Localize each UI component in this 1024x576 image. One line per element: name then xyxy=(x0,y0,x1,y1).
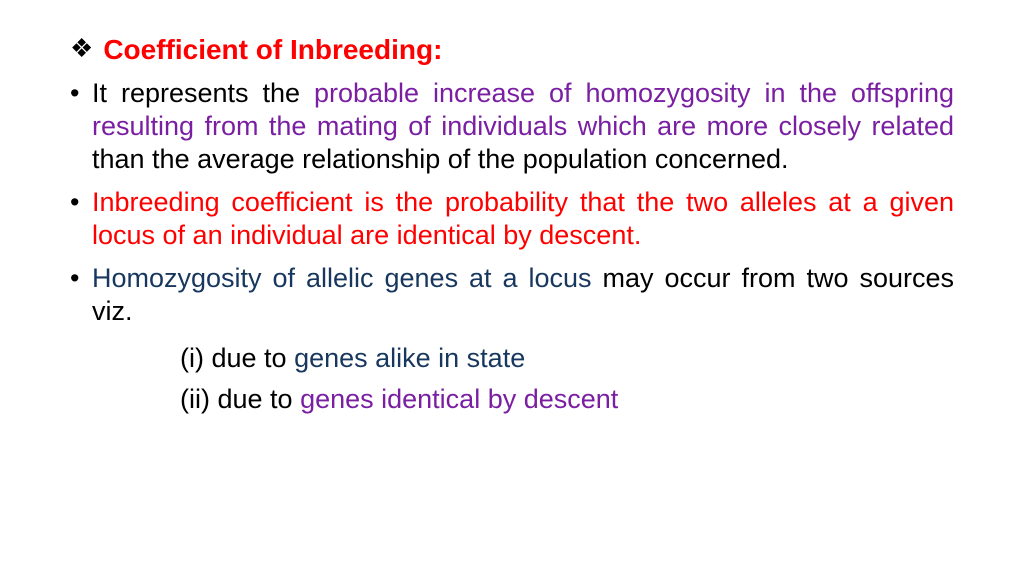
bullet-body: Inbreeding coefficient is the probabilit… xyxy=(92,186,954,252)
text-span: (ii) due to xyxy=(180,384,300,414)
sub-row: (ii) due to genes identical by descent xyxy=(180,379,954,421)
bullet-dot-icon: • xyxy=(70,186,84,219)
bullet-body: Homozygosity of allelic genes at a locus… xyxy=(92,262,954,328)
bullet-row: •It represents the probable increase of … xyxy=(70,77,954,176)
bullet-dot-icon: • xyxy=(70,262,84,295)
text-span: than the average relationship of the pop… xyxy=(92,144,789,174)
subitems-container: (i) due to genes alike in state(ii) due … xyxy=(70,338,954,422)
bullet-dot-icon: • xyxy=(70,77,84,110)
bullets-container: •It represents the probable increase of … xyxy=(70,77,954,328)
text-span: It represents the xyxy=(92,78,314,108)
heading-row: ❖ Coefficient of Inbreeding: xyxy=(70,32,954,67)
heading-text: Coefficient of Inbreeding: xyxy=(103,32,442,67)
text-span: Homozygosity of allelic genes at a locus xyxy=(92,263,592,293)
bullet-row: •Homozygosity of allelic genes at a locu… xyxy=(70,262,954,328)
sub-row: (i) due to genes alike in state xyxy=(180,338,954,380)
text-span: genes identical by descent xyxy=(300,384,618,414)
bullet-row: •Inbreeding coefficient is the probabili… xyxy=(70,186,954,252)
text-span: genes alike in state xyxy=(294,343,525,373)
text-span: (i) due to xyxy=(180,343,294,373)
diamond-bullet-icon: ❖ xyxy=(70,32,93,65)
text-span: Inbreeding coefficient is the probabilit… xyxy=(92,187,954,250)
bullet-body: It represents the probable increase of h… xyxy=(92,77,954,176)
